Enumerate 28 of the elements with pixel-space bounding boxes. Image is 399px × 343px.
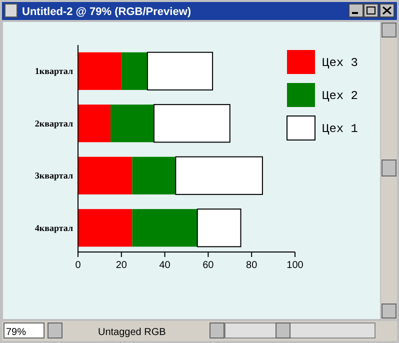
- y-tick-label: 2квартал: [34, 118, 73, 128]
- text: Untitled-2 @ 79% (RGB/Preview): [22, 6, 192, 18]
- x-tick-label: 60: [202, 260, 214, 271]
- bar: [78, 104, 111, 142]
- bar: [110, 104, 154, 142]
- text: 79%: [6, 327, 26, 338]
- bar: [132, 209, 198, 247]
- x-tick-label: 100: [286, 260, 304, 271]
- legend-label: Цех 2: [322, 89, 358, 103]
- legend-label: Цех 3: [322, 56, 358, 70]
- bar: [196, 208, 242, 248]
- text: Untagged RGB: [98, 327, 166, 338]
- legend-label: Цех 1: [322, 122, 358, 136]
- x-tick-label: 20: [116, 260, 128, 271]
- bar: [146, 52, 214, 90]
- bar: [132, 156, 176, 194]
- x-tick-label: 80: [246, 260, 258, 271]
- y-tick-label: 3квартал: [34, 170, 73, 181]
- bar: [153, 104, 230, 143]
- y-tick-label: 1квартал: [34, 66, 73, 76]
- bar: [78, 52, 122, 90]
- x-tick-label: 0: [75, 260, 82, 271]
- x-tick-label: 40: [159, 260, 171, 271]
- bar: [121, 52, 148, 90]
- bar: [78, 156, 132, 194]
- bar: [175, 156, 263, 195]
- y-tick-label: 4квартал: [34, 222, 73, 233]
- bar: [78, 209, 132, 247]
